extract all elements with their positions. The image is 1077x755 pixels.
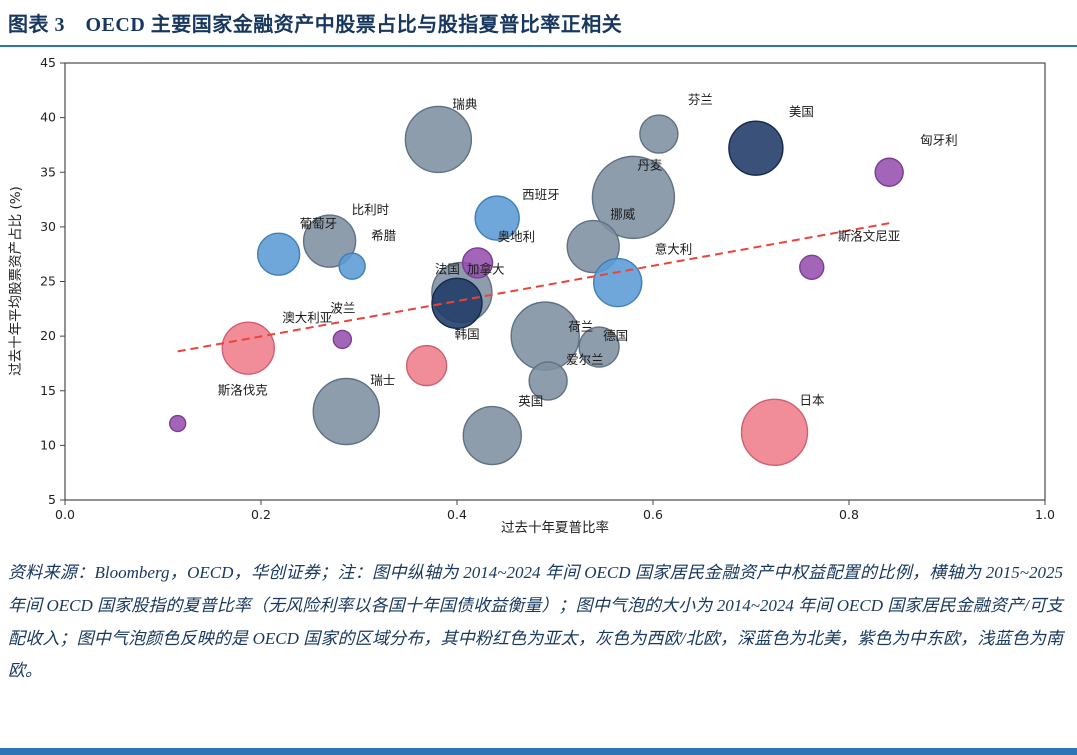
x-axis-title: 过去十年夏普比率	[501, 519, 609, 536]
bubble-label: 匈牙利	[920, 132, 958, 147]
bubble-label: 葡萄牙	[300, 216, 338, 231]
bubble-label: 奥地利	[498, 229, 536, 244]
bubble-丹麦	[591, 155, 676, 240]
bubble-澳大利亚	[221, 321, 275, 375]
y-tick-label: 5	[48, 492, 56, 507]
bubble-意大利	[593, 257, 643, 308]
bubble-label: 爱尔兰	[566, 352, 604, 367]
bubble-label: 德国	[603, 328, 628, 343]
bubble-label: 斯洛文尼亚	[838, 228, 901, 243]
bottom-accent-bar	[0, 748, 1077, 755]
bubble-label: 美国	[789, 104, 814, 119]
bubble-chart-svg: 过去十年平均股票资产占比 (%) 过去十年夏普比率 0.0 0.2 0.4 0.6 0.…	[8, 55, 1055, 536]
bubble-label: 波兰	[330, 300, 355, 315]
bubble-label: 意大利	[655, 242, 693, 257]
x-tick-label: 0.6	[643, 507, 663, 522]
bubble-爱尔兰	[528, 361, 568, 401]
bubble-比利时	[302, 214, 357, 268]
y-tick-label: 40	[40, 110, 56, 125]
y-axis-title: 过去十年平均股票资产占比 (%)	[8, 186, 24, 376]
x-tick-label: 0.0	[55, 507, 75, 522]
bubble-label: 加拿大	[467, 261, 505, 276]
bubble-label: 澳大利亚	[282, 310, 332, 325]
bubble-label: 斯洛伐克	[218, 383, 268, 398]
bubble-label: 比利时	[352, 202, 390, 217]
bubble-label: 丹麦	[637, 157, 663, 172]
y-tick-label: 20	[40, 328, 56, 343]
bubble-美国	[728, 120, 784, 176]
bubble-波兰	[332, 329, 353, 350]
bubble-瑞士	[312, 377, 380, 446]
bubble-label: 荷兰	[568, 319, 593, 334]
source-note: 资料来源：Bloomberg，OECD，华创证券；注：图中纵轴为 2014~20…	[8, 563, 1063, 681]
bubble-挪威	[566, 219, 620, 274]
bubble-斯洛文尼亚	[799, 254, 825, 280]
bubble-日本	[740, 398, 809, 466]
y-tick-label: 15	[40, 383, 56, 398]
bubble-韩国	[405, 344, 448, 387]
bubble-label: 西班牙	[522, 187, 560, 202]
y-tick-label: 45	[40, 55, 56, 70]
bubble-label: 希腊	[371, 228, 397, 243]
bubble-西班牙	[474, 195, 520, 241]
x-tick-label: 0.8	[839, 507, 859, 522]
figure-title: 图表 3 OECD 主要国家金融资产中股票占比与股指夏普比率正相关	[8, 14, 623, 36]
y-tick-label: 10	[40, 437, 56, 452]
bubble-label: 韩国	[455, 327, 480, 342]
bubble-label: 日本	[800, 392, 826, 407]
y-tick-label: 35	[40, 164, 56, 179]
x-tick-label: 0.2	[251, 507, 271, 522]
trend-line	[177, 221, 894, 353]
y-tick-label: 30	[40, 219, 56, 234]
bubble-芬兰	[639, 114, 679, 154]
bubble-label: 英国	[518, 394, 543, 409]
bubble-label: 瑞士	[370, 373, 395, 388]
bubble-加拿大	[431, 277, 483, 330]
x-tick-label: 1.0	[1035, 507, 1055, 522]
bubble-斯洛伐克	[168, 414, 187, 433]
bubble-奥地利	[461, 247, 494, 279]
bubble-匈牙利	[874, 157, 904, 187]
bubble-德国	[578, 326, 620, 368]
x-tick-label: 0.4	[447, 507, 467, 522]
plot-border	[64, 62, 1046, 501]
bubble-英国	[462, 405, 522, 466]
bubble-希腊	[338, 252, 366, 280]
bubble-label: 瑞典	[452, 96, 477, 111]
bubble-瑞典	[404, 105, 473, 174]
bubble-葡萄牙	[256, 232, 301, 276]
bubble-label: 芬兰	[688, 92, 713, 107]
bubble-label: 挪威	[610, 207, 636, 222]
bubble-chart: 过去十年平均股票资产占比 (%) 过去十年夏普比率 0.0 0.2 0.4 0.6 0.…	[0, 50, 1077, 555]
y-tick-label: 25	[40, 274, 56, 289]
bubble-label: 法国	[435, 261, 460, 276]
title-divider	[0, 45, 1077, 47]
